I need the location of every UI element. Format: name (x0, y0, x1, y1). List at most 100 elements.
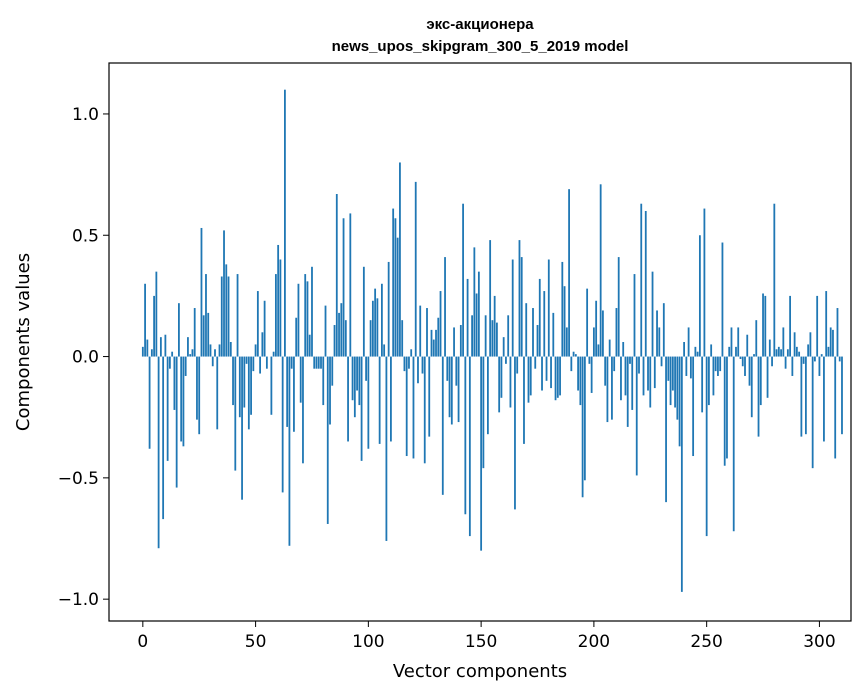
bar (739, 356, 742, 359)
bar (168, 356, 171, 369)
bar (674, 356, 676, 408)
bar (295, 317, 298, 357)
bar (356, 356, 358, 391)
bar (234, 356, 237, 471)
plot-frame (108, 62, 852, 622)
bar (509, 356, 512, 408)
bar (687, 327, 690, 357)
bar (358, 356, 361, 406)
bar (193, 308, 196, 357)
bar (741, 356, 744, 367)
bar (656, 310, 658, 357)
bar (647, 356, 649, 391)
bar (150, 349, 153, 357)
bar (496, 322, 498, 357)
bar (505, 356, 507, 364)
bar (489, 240, 492, 357)
bar (759, 356, 762, 406)
bar (421, 356, 424, 374)
bar (786, 349, 789, 357)
bar (419, 305, 422, 357)
bar (322, 356, 325, 406)
bar (259, 356, 261, 374)
bar (838, 356, 841, 362)
bar (784, 356, 787, 369)
bar (642, 356, 645, 396)
bar (462, 203, 464, 357)
bar (477, 271, 480, 357)
bar (254, 344, 257, 357)
bar (430, 329, 433, 357)
bar (789, 295, 791, 357)
x-tick-label: 0 (137, 632, 148, 652)
bar (782, 327, 785, 357)
bar (326, 356, 329, 524)
bar (721, 242, 724, 357)
bar (602, 310, 604, 357)
bar (692, 356, 695, 457)
bar (367, 356, 370, 449)
bar (572, 351, 575, 357)
bar (559, 356, 561, 396)
bar (777, 346, 780, 357)
bar (180, 356, 183, 442)
bar (698, 235, 701, 357)
bar (631, 356, 634, 410)
bar (459, 325, 462, 357)
bar (205, 274, 207, 357)
bar (649, 356, 652, 408)
bar (353, 356, 356, 418)
bar (423, 356, 426, 464)
bar (484, 315, 487, 357)
bar (252, 356, 255, 372)
bar (396, 237, 399, 357)
bar (615, 308, 618, 357)
bar (441, 356, 444, 495)
bar (590, 356, 593, 393)
bar (552, 312, 555, 357)
bar (308, 334, 311, 357)
bar (816, 295, 819, 357)
bar (599, 184, 602, 357)
bar (581, 356, 584, 498)
bar (256, 291, 259, 357)
bar (468, 356, 471, 537)
bar (403, 356, 406, 372)
bar (342, 218, 345, 357)
bar (331, 356, 334, 386)
bar (595, 300, 598, 357)
bar (473, 247, 476, 357)
y-tick-label: −0.5 (58, 469, 99, 489)
bar (159, 337, 162, 357)
bar (726, 356, 728, 459)
bar (620, 356, 622, 401)
bar (144, 283, 146, 357)
bar (238, 356, 241, 418)
bar (771, 356, 773, 367)
bar (624, 356, 627, 396)
bar (225, 264, 228, 357)
bar (466, 278, 469, 357)
bar (218, 344, 221, 357)
bar (329, 356, 331, 425)
bar (802, 356, 805, 364)
bar (383, 344, 386, 357)
bar (703, 208, 706, 357)
bar (317, 356, 320, 369)
bar (146, 339, 149, 357)
bar (374, 288, 377, 357)
bar (714, 356, 717, 372)
bar (351, 356, 354, 401)
bar (272, 351, 275, 357)
bar (766, 356, 769, 398)
bar (689, 356, 692, 379)
bar (435, 329, 437, 357)
bar (164, 334, 167, 357)
bar (141, 346, 144, 357)
bar (313, 356, 316, 369)
bar (554, 356, 557, 401)
x-tick-label: 50 (245, 632, 267, 652)
bar (182, 356, 185, 447)
bar (200, 227, 203, 357)
bar (658, 327, 661, 357)
